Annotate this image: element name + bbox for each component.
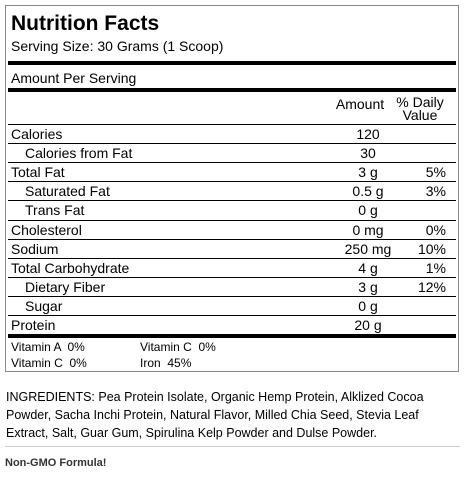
serving-size: Serving Size: 30 Grams (1 Scoop) (11, 38, 224, 54)
nutrient-row: Cholesterol 0 mg 0% (8, 219, 456, 239)
daily-value: 1% (425, 259, 446, 276)
title: Nutrition Facts (11, 12, 160, 35)
vitamin: Vitamin C 0% (140, 340, 216, 354)
nutrient-amount: 250 mg (344, 240, 392, 257)
nutrient-name: Sugar (25, 297, 63, 314)
divider (8, 61, 456, 65)
nutrient-row: Saturated Fat 0.5 g 3% (8, 181, 456, 200)
nutrient-amount: 0.5 g (352, 183, 384, 200)
nutrient-amount: 4 g (358, 259, 378, 276)
daily-value: 12% (417, 278, 446, 295)
nutrient-amount: 120 (356, 126, 380, 142)
vitamin: Vitamin A 0% (11, 340, 85, 354)
nutrient-amount: 0 g (358, 297, 378, 314)
nutrient-name: Total Carbohydrate (11, 259, 130, 276)
nutrition-label (5, 5, 459, 372)
daily-value: 5% (425, 164, 446, 181)
nutrient-row: Trans Fat 0 g (8, 200, 456, 219)
nutrient-row: Calories 120 (8, 124, 456, 143)
nutrient-name: Cholesterol (11, 221, 82, 238)
vitamin: Vitamin C 0% (11, 356, 87, 370)
divider (8, 334, 456, 338)
nutrient-row: Sugar 0 g (8, 295, 456, 315)
note: Non-GMO Formula! (5, 457, 107, 469)
nutrient-row: Sodium 250 mg 10% (8, 238, 456, 258)
nutrient-amount: 3 g (358, 164, 378, 181)
nutrient-amount: 3 g (358, 278, 378, 295)
divider (8, 88, 456, 92)
nutrient-name: Sodium (11, 240, 59, 257)
column-header: % Daily Value (396, 94, 444, 123)
daily-value: 0% (425, 221, 446, 238)
nutrient-name: Calories from Fat (25, 145, 133, 162)
nutrient-amount: 0 g (358, 202, 378, 219)
nutrient-row: Dietary Fiber 3 g 12% (8, 276, 456, 296)
nutrient-row: Calories from Fat 30 (8, 143, 456, 162)
nutrient-name: Protein (11, 317, 56, 333)
ingredients: INGREDIENTS: Pea Protein Isolate, Organi… (6, 390, 424, 440)
column-header: Amount (335, 96, 385, 112)
nutrient-amount: 30 (360, 145, 376, 162)
nutrient-name: Dietary Fiber (25, 278, 106, 295)
daily-value: 3% (425, 183, 446, 200)
nutrient-name: Saturated Fat (25, 183, 110, 200)
nutrient-name: Calories (11, 126, 63, 142)
vitamin: Iron 45% (140, 356, 192, 370)
nutrient-name: Total Fat (11, 164, 65, 181)
nutrient-row: Total Carbohydrate 4 g 1% (8, 257, 456, 277)
amount-per-serving: Amount Per Serving (11, 70, 137, 86)
nutrient-row: Total Fat 3 g 5% (8, 162, 456, 181)
daily-value: 10% (417, 240, 446, 257)
nutrient-name: Trans Fat (25, 202, 85, 219)
separator (5, 446, 460, 447)
nutrient-row: Protein 20 g (8, 315, 456, 334)
nutrient-amount: 0 mg (352, 221, 384, 238)
nutrient-amount: 20 g (354, 317, 382, 333)
